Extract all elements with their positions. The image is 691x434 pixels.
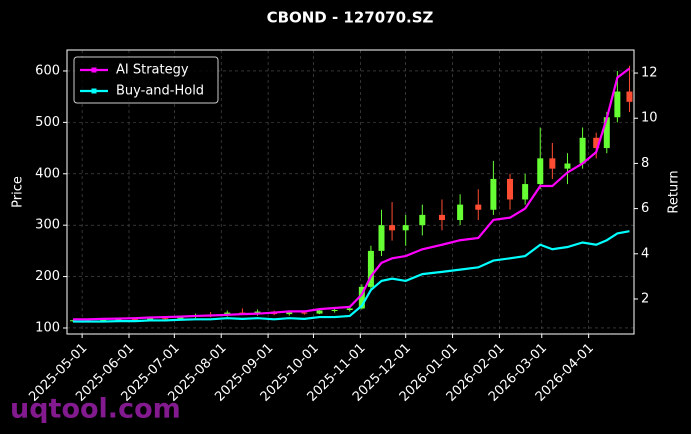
candle-body — [438, 214, 445, 221]
y2-tick-label: 8 — [641, 156, 649, 171]
candle-body — [147, 318, 154, 320]
candle-body — [507, 178, 514, 200]
candle-body — [537, 158, 544, 185]
y-tick-label: 300 — [35, 218, 60, 233]
candle-body — [419, 214, 426, 226]
candle-body — [301, 312, 308, 314]
legend-marker — [91, 88, 97, 94]
candle-body — [614, 91, 621, 118]
legend-marker — [91, 67, 97, 73]
legend-box — [73, 56, 219, 104]
candle-body — [331, 309, 338, 311]
y2-tick-label: 10 — [641, 111, 658, 126]
y-tick-label: 500 — [35, 115, 60, 130]
chart-title: CBOND - 127070.SZ — [267, 9, 434, 27]
legend: AI Strategy Buy-and-Hold — [73, 56, 219, 104]
watermark: uqtool.com — [10, 394, 181, 425]
candle-body — [346, 308, 353, 310]
y-axis-label: Price — [11, 176, 26, 208]
candle-body — [564, 163, 571, 169]
y2-axis-label: Return — [667, 170, 682, 213]
candle-body — [100, 319, 107, 321]
candle-body — [549, 158, 556, 169]
candle-body — [593, 137, 600, 149]
candle-body — [490, 178, 497, 210]
candle-body — [162, 318, 169, 320]
candle-body — [603, 117, 610, 149]
plot-frame — [66, 49, 635, 335]
candle-body — [378, 225, 385, 251]
y-tick-label: 100 — [35, 320, 60, 335]
legend-label: AI Strategy — [116, 63, 189, 78]
candle-body — [177, 316, 184, 319]
candle-body — [389, 225, 396, 231]
y2-tick-label: 6 — [641, 201, 649, 216]
candle-body — [402, 225, 409, 231]
candle-body — [286, 312, 293, 315]
return-line — [73, 67, 631, 321]
candle-body — [522, 184, 529, 200]
candle-body — [358, 286, 365, 309]
candle-body — [475, 204, 482, 210]
y-tick-label: 600 — [35, 63, 60, 78]
candle-body — [457, 204, 464, 221]
candle-body — [367, 250, 374, 287]
candle-body — [626, 91, 633, 102]
y-tick-label: 400 — [35, 166, 60, 181]
y2-tick-label: 4 — [641, 246, 649, 261]
return-line — [73, 230, 630, 323]
y-tick-label: 200 — [35, 269, 60, 284]
candle-body — [132, 319, 139, 321]
y2-tick-label: 12 — [641, 66, 658, 81]
legend-label: Buy-and-Hold — [116, 84, 204, 99]
candle-body — [579, 137, 586, 164]
candle-body — [316, 310, 323, 314]
candle-body — [115, 319, 122, 321]
y2-tick-label: 2 — [641, 291, 649, 306]
